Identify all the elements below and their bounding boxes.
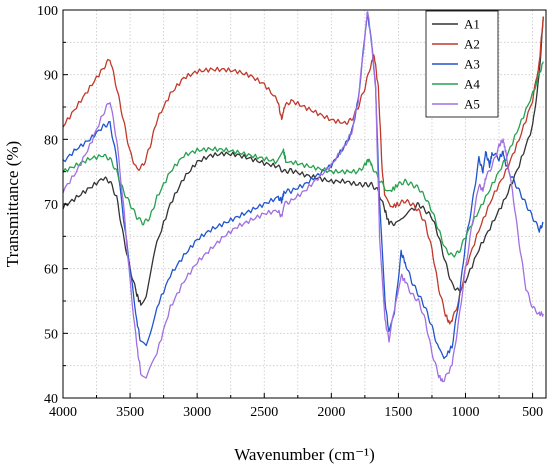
x-axis-ticks: 4000 3500 3000 2500 2000 1500 1000 500 <box>49 393 543 420</box>
y-axis-ticks: 40 50 60 70 80 90 100 <box>37 4 68 407</box>
y-tick-label: 80 <box>44 133 58 148</box>
x-axis-title: Wavenumber (cm⁻¹) <box>234 445 375 464</box>
x-tick-label: 1000 <box>452 405 480 420</box>
y-tick-label: 100 <box>37 4 58 19</box>
y-tick-label: 40 <box>44 392 58 407</box>
series-line-a2 <box>62 16 544 325</box>
x-tick-label: 1500 <box>384 405 412 420</box>
x-tick-label: 2500 <box>250 405 278 420</box>
y-tick-label: 50 <box>44 327 58 342</box>
series-line-a5 <box>62 11 544 383</box>
legend: A1 A2 A3 A4 A5 <box>425 10 499 118</box>
legend-label: A5 <box>464 97 480 112</box>
series-line-a4 <box>62 61 544 258</box>
y-tick-label: 60 <box>44 263 58 278</box>
x-tick-label: 500 <box>522 405 543 420</box>
x-tick-label: 2000 <box>317 405 345 420</box>
series-line-a1 <box>62 16 544 306</box>
y-tick-label: 70 <box>44 198 58 213</box>
legend-label: A4 <box>464 77 480 92</box>
legend-label: A1 <box>464 17 480 32</box>
legend-label: A2 <box>464 37 480 52</box>
x-tick-label: 3000 <box>183 405 211 420</box>
y-axis-title: Transmittance (%) <box>3 141 22 267</box>
x-tick-label: 4000 <box>49 405 77 420</box>
plot-series <box>62 11 544 383</box>
y-tick-label: 90 <box>44 69 58 84</box>
legend-label: A3 <box>464 57 480 72</box>
x-tick-label: 3500 <box>116 405 144 420</box>
